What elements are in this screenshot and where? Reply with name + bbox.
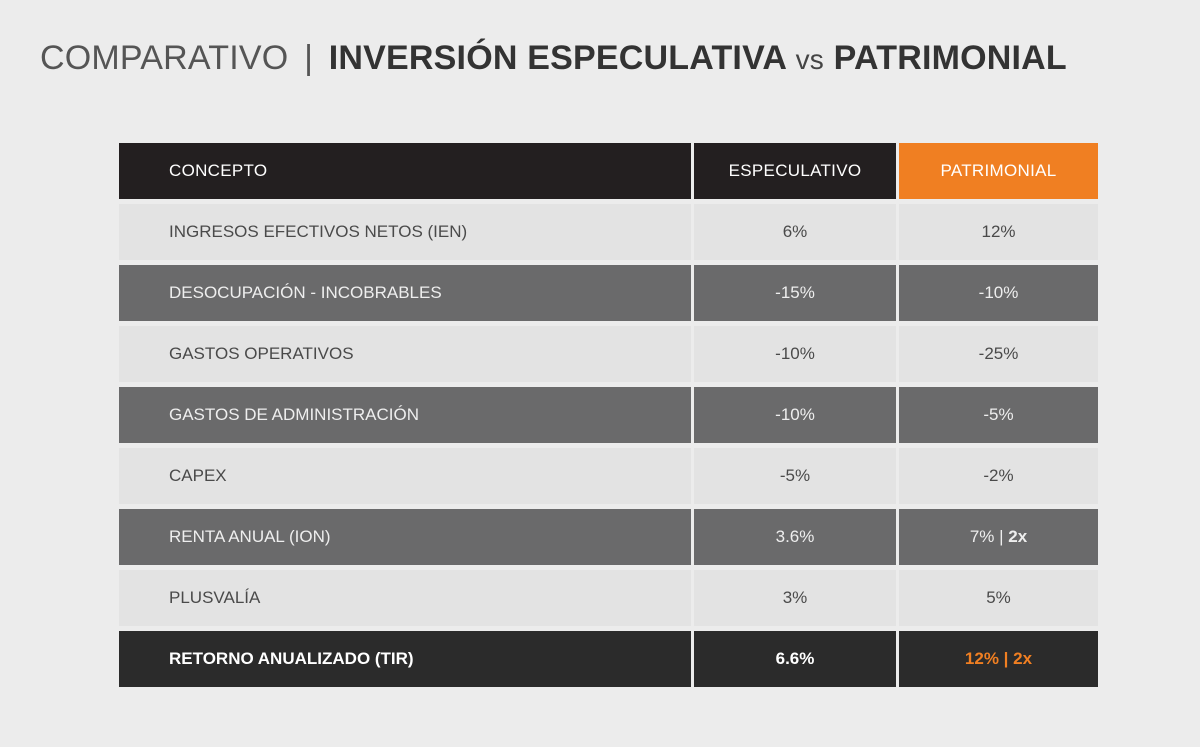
- row-concept: CAPEX: [119, 448, 691, 504]
- row-patrimonial-multiplier: 2x: [1008, 527, 1028, 546]
- total-speculative: 6.6%: [694, 631, 896, 687]
- row-patrimonial: -5%: [899, 387, 1098, 443]
- table-row: INGRESOS EFECTIVOS NETOS (IEN) 6% 12%: [119, 204, 1098, 260]
- title-prefix: COMPARATIVO: [40, 39, 289, 77]
- row-patrimonial: 12%: [899, 204, 1098, 260]
- row-speculative: 6%: [694, 204, 896, 260]
- row-concept: GASTOS DE ADMINISTRACIÓN: [119, 387, 691, 443]
- row-concept: PLUSVALÍA: [119, 570, 691, 626]
- header-concept: CONCEPTO: [119, 143, 691, 199]
- row-speculative: -10%: [694, 387, 896, 443]
- row-concept: RENTA ANUAL (ION): [119, 509, 691, 565]
- page-title: COMPARATIVO | INVERSIÓN ESPECULATIVA vs …: [40, 36, 1067, 82]
- table-row: GASTOS DE ADMINISTRACIÓN -10% -5%: [119, 387, 1098, 443]
- row-speculative: -10%: [694, 326, 896, 382]
- row-speculative: 3%: [694, 570, 896, 626]
- table-total-row: RETORNO ANUALIZADO (TIR) 6.6% 12% | 2x: [119, 631, 1098, 687]
- row-concept: INGRESOS EFECTIVOS NETOS (IEN): [119, 204, 691, 260]
- table-row: DESOCUPACIÓN - INCOBRABLES -15% -10%: [119, 265, 1098, 321]
- title-vs: vs: [795, 44, 824, 75]
- row-speculative: -5%: [694, 448, 896, 504]
- table-row: CAPEX -5% -2%: [119, 448, 1098, 504]
- row-concept: GASTOS OPERATIVOS: [119, 326, 691, 382]
- row-patrimonial: -2%: [899, 448, 1098, 504]
- table-row: GASTOS OPERATIVOS -10% -25%: [119, 326, 1098, 382]
- header-patrimonial: PATRIMONIAL: [899, 143, 1098, 199]
- row-speculative: -15%: [694, 265, 896, 321]
- row-concept: DESOCUPACIÓN - INCOBRABLES: [119, 265, 691, 321]
- table-row: PLUSVALÍA 3% 5%: [119, 570, 1098, 626]
- row-patrimonial-value: 7% |: [969, 527, 1009, 546]
- total-concept: RETORNO ANUALIZADO (TIR): [119, 631, 691, 687]
- row-patrimonial: -10%: [899, 265, 1098, 321]
- total-patrimonial: 12% | 2x: [899, 631, 1098, 687]
- header-speculative: ESPECULATIVO: [694, 143, 896, 199]
- comparison-table: CONCEPTO ESPECULATIVO PATRIMONIAL INGRES…: [119, 143, 1098, 687]
- title-part2: PATRIMONIAL: [833, 39, 1067, 77]
- row-patrimonial: 5%: [899, 570, 1098, 626]
- table-row: RENTA ANUAL (ION) 3.6% 7% | 2x: [119, 509, 1098, 565]
- row-patrimonial: 7% | 2x: [899, 509, 1098, 565]
- title-separator: |: [304, 39, 314, 77]
- table-header-row: CONCEPTO ESPECULATIVO PATRIMONIAL: [119, 143, 1098, 199]
- title-part1: INVERSIÓN ESPECULATIVA: [328, 39, 786, 77]
- row-patrimonial: -25%: [899, 326, 1098, 382]
- row-speculative: 3.6%: [694, 509, 896, 565]
